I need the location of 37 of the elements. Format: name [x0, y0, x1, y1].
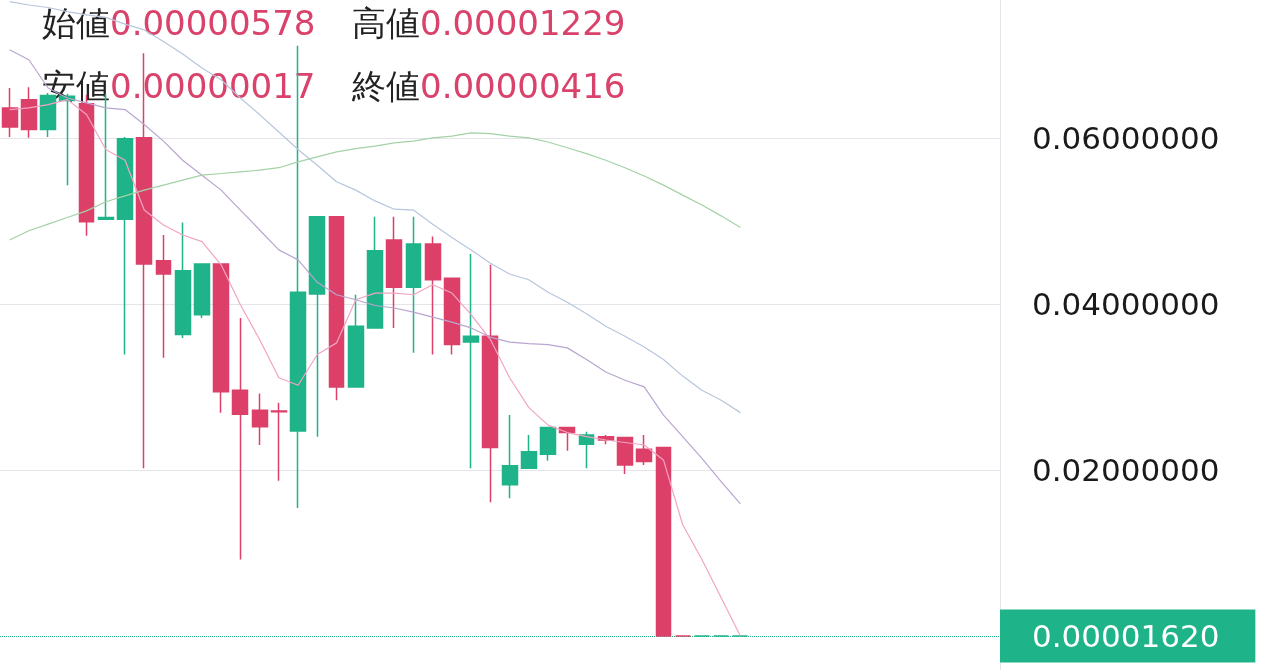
- candlestick: [539, 426, 557, 462]
- candlestick: [616, 436, 634, 475]
- candlestick: [655, 446, 672, 637]
- candlestick: [578, 430, 595, 469]
- candlestick: [20, 86, 38, 139]
- candlestick: [366, 215, 384, 329]
- candlestick: [347, 293, 365, 388]
- candlestick: [481, 264, 499, 504]
- line-series: [9, 49, 741, 505]
- y-tick-label: 0.06000000: [1032, 119, 1220, 156]
- candlestick: [251, 392, 269, 446]
- annotation: 終値0.00000416: [351, 66, 626, 106]
- candlestick: [405, 215, 422, 354]
- annotation: 始値0.00000578: [42, 3, 316, 43]
- candlestick: [462, 253, 480, 469]
- annotation: 高値0.00001229: [352, 3, 626, 43]
- candlestick: [1, 87, 19, 138]
- candlestick: [328, 215, 345, 401]
- candlestick: [116, 136, 134, 356]
- y-tick-label: 0.02000000: [1032, 451, 1220, 488]
- candlestick: [155, 234, 172, 359]
- line-series: [9, 1, 741, 414]
- y-tick-label: 0.04000000: [1032, 285, 1220, 322]
- candlestick: [520, 434, 538, 469]
- ref-line-label: 0.00001620: [1032, 617, 1220, 654]
- line-series: [9, 132, 741, 241]
- candlestick: [443, 277, 461, 356]
- candlestick: [270, 401, 288, 482]
- candlestick: [385, 215, 403, 329]
- candlestick: [635, 434, 653, 466]
- candlestick: [501, 414, 519, 499]
- candlestick: [212, 263, 230, 414]
- candlestick: [424, 235, 442, 356]
- candlestick: [231, 317, 249, 561]
- candlestick: [308, 215, 326, 438]
- candlestick: [193, 263, 211, 319]
- candlestick: [174, 221, 192, 339]
